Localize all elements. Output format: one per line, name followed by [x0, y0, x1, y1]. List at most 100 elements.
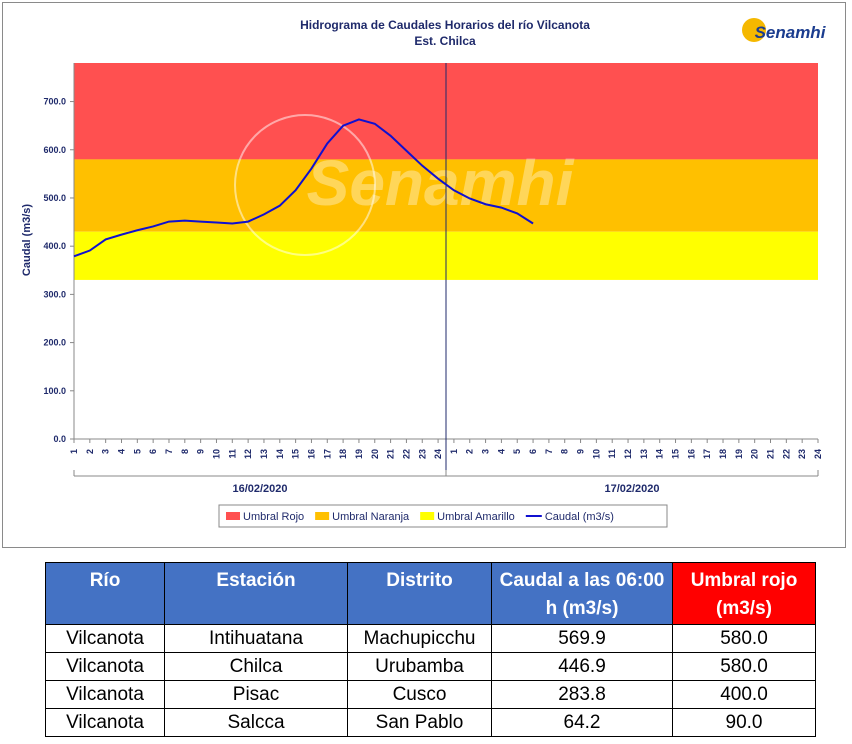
- legend-label: Umbral Rojo: [243, 511, 304, 523]
- y-tick-label: 700.0: [43, 97, 66, 107]
- x-tick-label: 6: [528, 449, 538, 454]
- legend-label: Caudal (m3/s): [545, 511, 614, 523]
- data-line: [73, 118, 534, 258]
- legend-label: Umbral Amarillo: [437, 511, 515, 523]
- data-table: Río Estación Distrito Caudal a las 06:00 h …: [45, 562, 816, 737]
- x-tick-label: 19: [734, 449, 744, 459]
- x-tick-label: 15: [671, 449, 681, 459]
- table-cell: 580.0: [672, 652, 816, 681]
- x-tick-label: 11: [607, 449, 617, 459]
- group-label: 17/02/2020: [604, 483, 659, 495]
- table-cell: 580.0: [672, 624, 816, 653]
- y-tick-label: 600.0: [43, 145, 66, 155]
- x-tick-label: 11: [227, 449, 237, 459]
- x-tick-label: 23: [797, 449, 807, 459]
- table-row: Vilcanota Intihuatana Machupicchu 569.9 580.…: [45, 624, 816, 653]
- table-cell: 283.8: [491, 680, 673, 709]
- y-axis-label: Caudal (m3/s): [21, 204, 33, 276]
- x-tick-label: 20: [750, 449, 760, 459]
- table-row: Vilcanota Chilca Urubamba 446.9 580.0: [45, 652, 816, 681]
- x-tick-label: 1: [449, 449, 459, 454]
- x-tick-label: 2: [85, 449, 95, 454]
- table-row: Vilcanota Pisac Cusco 283.8 400.0: [45, 680, 816, 709]
- table-cell: Chilca: [164, 652, 348, 681]
- x-tick-label: 22: [781, 449, 791, 459]
- y-tick-label: 100.0: [43, 386, 66, 396]
- chart-frame: [2, 2, 846, 548]
- x-tick-label: 18: [338, 449, 348, 459]
- table-cell: Pisac: [164, 680, 348, 709]
- x-tick-label: 3: [101, 449, 111, 454]
- x-tick-label: 19: [354, 449, 364, 459]
- legend-box: [218, 504, 668, 528]
- chart-subtitle: Est. Chilca: [414, 34, 476, 48]
- table-header: Estación: [164, 562, 348, 625]
- y-tick-label: 400.0: [43, 241, 66, 251]
- y-tick-label: 200.0: [43, 338, 66, 348]
- x-tick-label: 14: [275, 449, 285, 459]
- x-tick-label: 7: [164, 449, 174, 454]
- x-tick-label: 8: [560, 449, 570, 454]
- x-tick-label: 2: [465, 449, 475, 454]
- legend-swatch: [420, 512, 435, 520]
- x-tick-label: 21: [386, 449, 396, 459]
- x-tick-label: 17: [702, 449, 712, 459]
- chart-title: Hidrograma de Caudales Horarios del río …: [300, 18, 590, 32]
- legend-swatch: [226, 512, 240, 520]
- table-cell: Cusco: [347, 680, 492, 709]
- y-tick-label: 0.0: [53, 434, 66, 444]
- x-tick-label: 13: [639, 449, 649, 459]
- x-tick-label: 10: [211, 449, 221, 459]
- x-tick-label: 8: [180, 449, 190, 454]
- x-tick-label: 21: [766, 449, 776, 459]
- table-cell: Salcca: [164, 708, 348, 737]
- x-tick-label: 4: [116, 449, 126, 454]
- x-tick-label: 17: [322, 449, 332, 459]
- x-tick-label: 23: [417, 449, 427, 459]
- x-tick-label: 15: [291, 449, 301, 459]
- table-cell: Vilcanota: [45, 652, 165, 681]
- chart: Hidrograma de Caudales Horarios del río …: [21, 18, 827, 528]
- watermark-sun: [234, 114, 376, 256]
- logo-sun: [742, 18, 766, 42]
- x-tick-label: 13: [259, 449, 269, 459]
- x-tick-label: 16: [306, 449, 316, 459]
- x-tick-label: 22: [401, 449, 411, 459]
- table-cell: Machupicchu: [347, 624, 492, 653]
- table-cell: 569.9: [491, 624, 673, 653]
- x-tick-label: 1: [69, 449, 79, 454]
- table-cell: 90.0: [672, 708, 816, 737]
- table-cell: Intihuatana: [164, 624, 348, 653]
- x-tick-label: 18: [718, 449, 728, 459]
- table-header: Umbral rojo (m3/s): [672, 562, 816, 625]
- table-cell: 446.9: [491, 652, 673, 681]
- table-row: Vilcanota Salcca San Pablo 64.2 90.0: [45, 708, 816, 737]
- watermark: Senamhi: [307, 147, 575, 219]
- x-tick-label: 16: [686, 449, 696, 459]
- table-cell: Urubamba: [347, 652, 492, 681]
- x-tick-label: 9: [196, 449, 206, 454]
- x-tick-label: 24: [813, 449, 823, 459]
- x-tick-label: 20: [370, 449, 380, 459]
- table-cell: Vilcanota: [45, 624, 165, 653]
- x-tick-label: 14: [655, 449, 665, 459]
- table-cell: Vilcanota: [45, 680, 165, 709]
- table-cell: San Pablo: [347, 708, 492, 737]
- x-tick-label: 5: [132, 449, 142, 454]
- y-tick-label: 500.0: [43, 193, 66, 203]
- x-tick-label: 7: [544, 449, 554, 454]
- table-cell: 400.0: [672, 680, 816, 709]
- x-tick-label: 12: [243, 449, 253, 459]
- table-cell: Vilcanota: [45, 708, 165, 737]
- legend-swatch: [315, 512, 330, 520]
- x-tick-label: 24: [433, 449, 443, 459]
- x-tick-label: 10: [591, 449, 601, 459]
- x-tick-label: 3: [481, 449, 491, 454]
- x-tick-label: 6: [148, 449, 158, 454]
- table-header: Río: [45, 562, 165, 625]
- x-tick-label: 4: [496, 449, 506, 454]
- table-header: Caudal a las 06:00 h (m3/s): [491, 562, 673, 625]
- table-header: Distrito: [347, 562, 492, 625]
- y-tick-label: 300.0: [43, 289, 66, 299]
